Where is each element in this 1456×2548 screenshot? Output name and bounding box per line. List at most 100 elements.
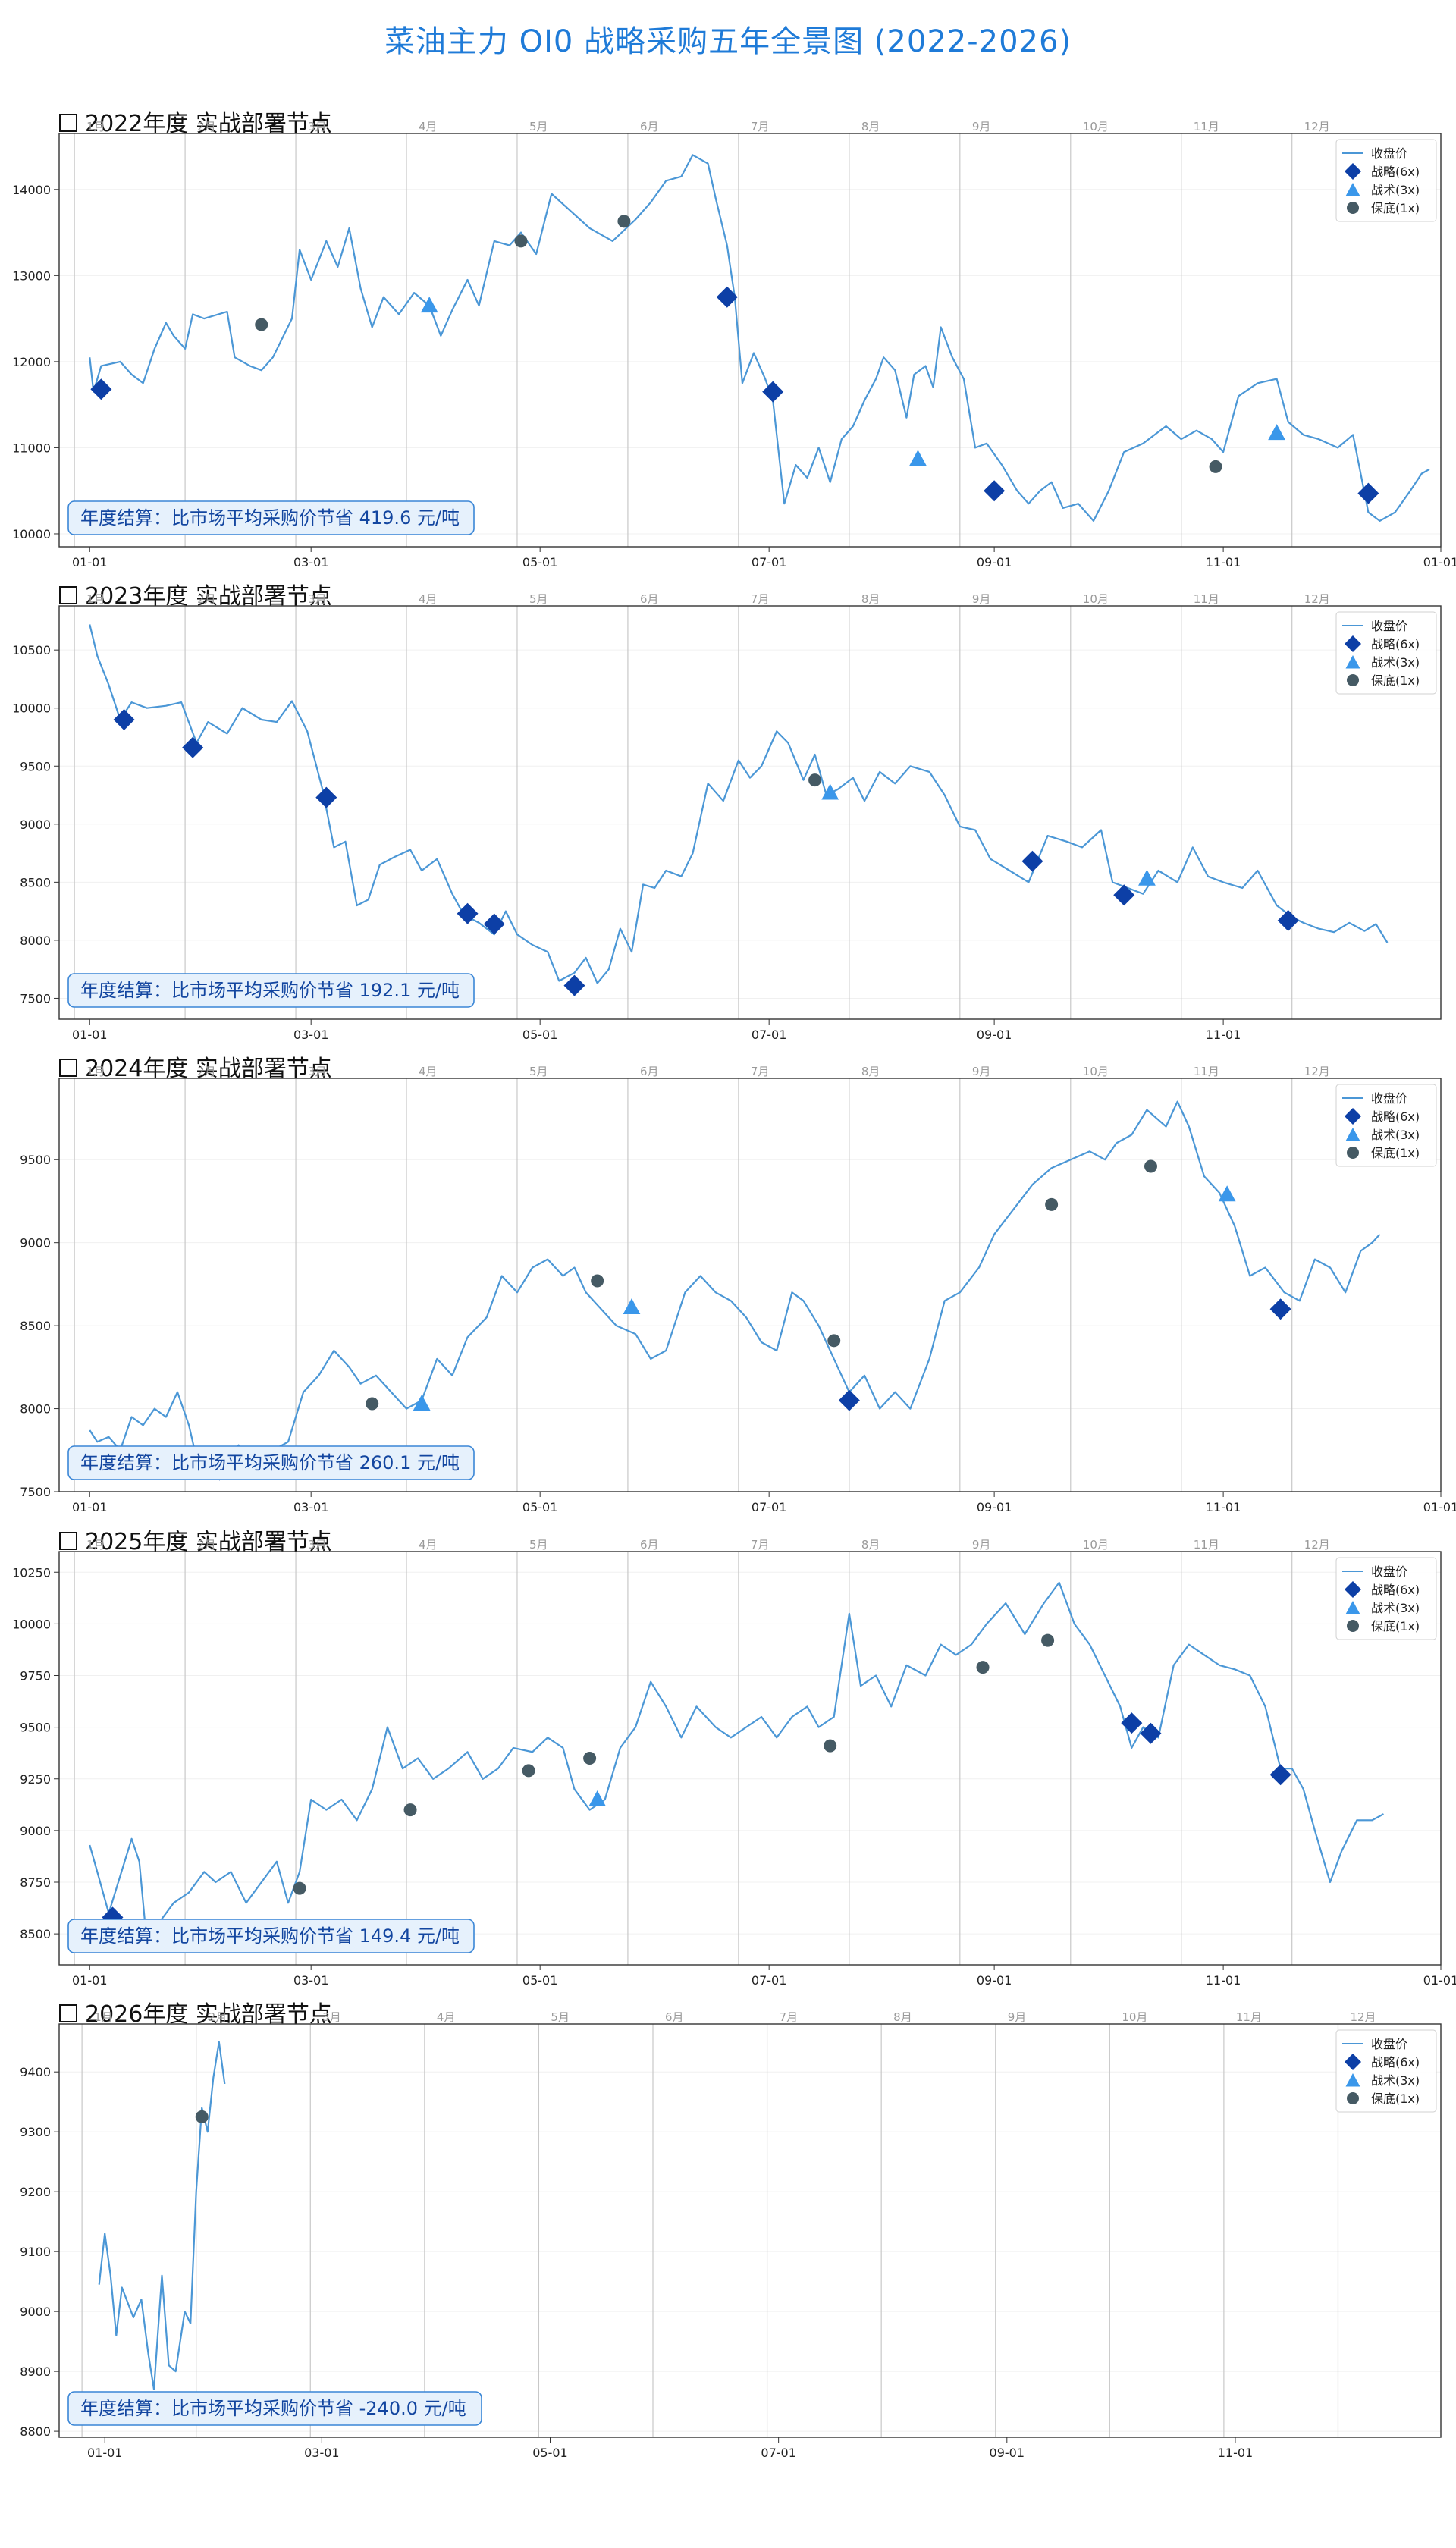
chart-2026: 1月 2月 3月 4月 5月 6月 7月 8月 9月 10月 11月 12月 8800 8900 9000 9… bbox=[20, 2010, 1442, 2460]
base-marker bbox=[1041, 1633, 1055, 1647]
base-marker bbox=[522, 1764, 535, 1778]
x-tick-label: 03-01 bbox=[304, 2446, 340, 2460]
legend-box bbox=[1335, 2029, 1437, 2113]
month-label: 2月 bbox=[209, 2010, 228, 2024]
legend-base-swatch bbox=[1347, 2092, 1359, 2104]
month-label: 11月 bbox=[1194, 120, 1219, 133]
panel-title-2022: 2022年度 实战部署节点 bbox=[59, 105, 332, 138]
month-label: 2月 bbox=[197, 120, 216, 133]
month-label: 11月 bbox=[1194, 1538, 1219, 1552]
month-label: 1月 bbox=[86, 1065, 105, 1078]
legend-strategic-swatch bbox=[1345, 1581, 1361, 1598]
y-tick-label: 9000 bbox=[20, 2305, 51, 2319]
tactical-marker bbox=[623, 1298, 641, 1315]
panel-title-text: 2022年度 实战部署节点 bbox=[85, 111, 332, 137]
month-label: 9月 bbox=[972, 120, 991, 133]
y-tick-label: 9500 bbox=[20, 759, 51, 774]
base-marker bbox=[591, 1274, 604, 1288]
base-marker bbox=[824, 1739, 837, 1753]
y-tick-label: 13000 bbox=[12, 268, 51, 283]
y-tick-label: 8750 bbox=[20, 1875, 51, 1890]
price-line bbox=[98, 2041, 226, 2390]
checkbox-icon bbox=[59, 1532, 77, 1550]
strategic-marker bbox=[182, 736, 204, 758]
y-tick-label: 9000 bbox=[20, 817, 51, 832]
month-label: 5月 bbox=[529, 120, 548, 133]
panel-title-text: 2026年度 实战部署节点 bbox=[85, 2001, 332, 2028]
legend-label: 收盘价 bbox=[1371, 146, 1407, 161]
strategic-marker bbox=[1113, 884, 1135, 906]
chart-2023: 1月 2月 3月 4月 5月 6月 7月 8月 9月 10月 11月 12月 7500 8000 8500 9… bbox=[12, 592, 1442, 1042]
month-label: 9月 bbox=[972, 1538, 991, 1552]
y-tick-label: 10250 bbox=[12, 1565, 51, 1580]
month-label: 3月 bbox=[308, 1065, 327, 1078]
base-marker bbox=[1209, 460, 1222, 473]
y-tick-label: 9500 bbox=[20, 1153, 51, 1167]
panel-title-text: 2024年度 实战部署节点 bbox=[85, 1056, 332, 1082]
strategic-marker bbox=[1269, 1764, 1291, 1786]
checkbox-icon bbox=[59, 114, 77, 132]
y-tick-label: 10000 bbox=[12, 701, 51, 716]
x-tick-label: 11-01 bbox=[1218, 2446, 1254, 2460]
y-tick-label: 9000 bbox=[20, 1236, 51, 1250]
base-marker bbox=[403, 1803, 417, 1817]
x-tick-label: 07-01 bbox=[761, 2446, 796, 2460]
month-label: 2月 bbox=[197, 1538, 216, 1552]
legend-base-swatch bbox=[1347, 674, 1359, 686]
chart-2024: 1月 2月 3月 4月 5月 6月 7月 8月 9月 10月 11月 12月 7500 8000 8500 9… bbox=[20, 1065, 1456, 1514]
base-marker bbox=[1144, 1159, 1157, 1173]
panel-title-2024: 2024年度 实战部署节点 bbox=[59, 1050, 332, 1083]
month-label: 7月 bbox=[751, 1065, 770, 1078]
checkbox-icon bbox=[59, 2004, 77, 2022]
base-marker bbox=[617, 215, 631, 228]
legend-label: 保底(1x) bbox=[1371, 1146, 1420, 1160]
month-label: 9月 bbox=[972, 592, 991, 606]
tactical-marker bbox=[909, 450, 927, 466]
month-label: 10月 bbox=[1083, 1538, 1109, 1552]
y-tick-label: 10000 bbox=[12, 527, 51, 541]
strategic-marker bbox=[457, 902, 479, 924]
y-tick-label: 9300 bbox=[20, 2125, 51, 2139]
month-label: 3月 bbox=[308, 120, 327, 133]
month-label: 8月 bbox=[861, 592, 880, 606]
x-tick-label: 09-01 bbox=[977, 1500, 1012, 1514]
x-tick-label: 05-01 bbox=[522, 555, 558, 570]
y-tick-label: 9400 bbox=[20, 2065, 51, 2079]
x-tick-label: 07-01 bbox=[752, 1973, 787, 1988]
strategic-marker bbox=[113, 709, 135, 731]
strategic-marker bbox=[838, 1389, 860, 1411]
y-tick-label: 7500 bbox=[20, 1485, 51, 1499]
month-label: 3月 bbox=[308, 592, 327, 606]
month-label: 7月 bbox=[751, 592, 770, 606]
legend-box bbox=[1335, 1557, 1437, 1640]
legend-box bbox=[1335, 1084, 1437, 1167]
legend-label: 保底(1x) bbox=[1371, 1619, 1420, 1633]
x-tick-label: 07-01 bbox=[752, 1028, 787, 1042]
x-tick-label: 03-01 bbox=[293, 1500, 329, 1514]
legend-label: 收盘价 bbox=[1371, 2037, 1407, 2051]
x-tick-label: 05-01 bbox=[522, 1500, 558, 1514]
price-line bbox=[89, 1581, 1385, 1945]
y-tick-label: 14000 bbox=[12, 183, 51, 197]
strategic-marker bbox=[1277, 909, 1299, 931]
month-label: 12月 bbox=[1350, 2010, 1376, 2024]
summary-text: 年度结算：比市场平均采购价节省 192.1 元/吨 bbox=[80, 980, 460, 1001]
checkbox-icon bbox=[59, 586, 77, 604]
summary-text: 年度结算：比市场平均采购价节省 149.4 元/吨 bbox=[80, 1925, 460, 1947]
summary-text: 年度结算：比市场平均采购价节省 419.6 元/吨 bbox=[80, 507, 460, 529]
month-label: 4月 bbox=[419, 120, 438, 133]
base-marker bbox=[195, 2110, 209, 2123]
month-label: 4月 bbox=[437, 2010, 456, 2024]
strategic-marker bbox=[1121, 1712, 1143, 1734]
legend-label: 战术(3x) bbox=[1371, 183, 1420, 197]
tactical-marker bbox=[1138, 869, 1156, 886]
x-tick-label: 03-01 bbox=[293, 1028, 329, 1042]
y-tick-label: 8500 bbox=[20, 1927, 51, 1941]
month-label: 7月 bbox=[780, 2010, 799, 2024]
month-label: 9月 bbox=[1008, 2010, 1027, 2024]
legend-tactical-swatch bbox=[1345, 1601, 1360, 1614]
month-label: 4月 bbox=[419, 1065, 438, 1078]
legend-box bbox=[1335, 139, 1437, 222]
base-marker bbox=[827, 1334, 841, 1348]
month-label: 6月 bbox=[640, 1538, 659, 1552]
